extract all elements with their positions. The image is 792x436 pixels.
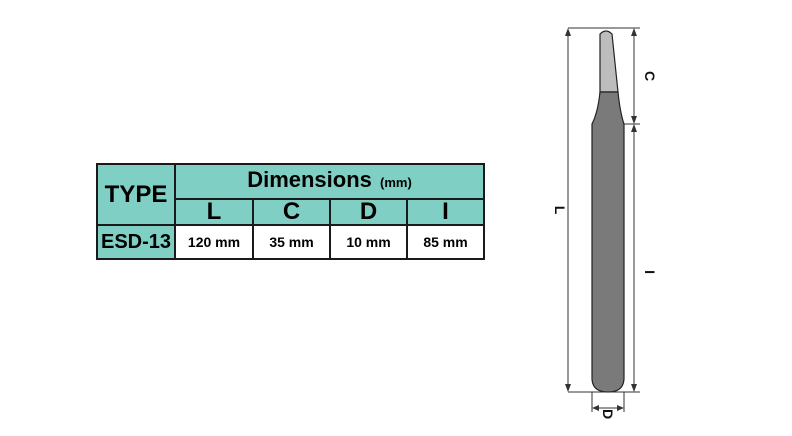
label-i: I (642, 270, 658, 274)
column-header-i: I (406, 198, 485, 226)
tweezer-tip (599, 30, 619, 93)
dimension-line-i (631, 124, 637, 392)
label-c: C (642, 71, 658, 81)
tweezer-body (591, 91, 625, 393)
dimension-line-l (565, 28, 571, 392)
column-header-d: D (329, 198, 408, 226)
value-d: 10 mm (329, 224, 408, 260)
value-i: 85 mm (406, 224, 485, 260)
dimensions-unit: (mm) (380, 175, 412, 190)
value-c: 35 mm (252, 224, 331, 260)
type-value: ESD-13 (96, 224, 176, 260)
label-d: D (600, 409, 616, 419)
dimensions-title: Dimensions (247, 167, 372, 192)
dimensions-header: Dimensions (mm) (174, 163, 485, 200)
dimension-line-d (592, 405, 624, 411)
dimensions-table: TYPE Dimensions (mm) L C D I ESD-13 120 … (96, 163, 485, 260)
dimension-line-c (631, 28, 637, 124)
column-header-c: C (252, 198, 331, 226)
type-header: TYPE (96, 163, 176, 226)
value-l: 120 mm (174, 224, 254, 260)
column-header-l: L (174, 198, 254, 226)
label-l: L (552, 206, 568, 215)
